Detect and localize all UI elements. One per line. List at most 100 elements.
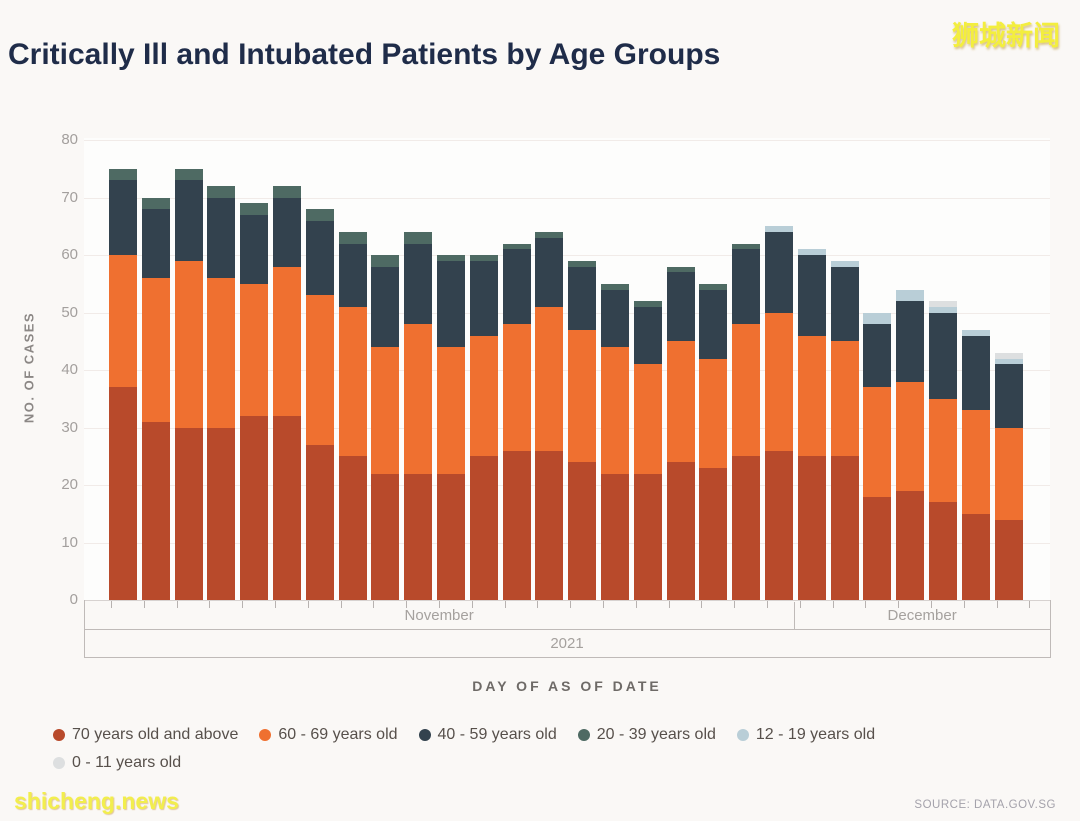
bar-day-20[interactable] bbox=[732, 140, 761, 600]
bar-day-5[interactable] bbox=[240, 140, 269, 600]
bar-segment-70-years-old-and-above[interactable] bbox=[765, 450, 793, 600]
bar-segment-20---39-years-old[interactable] bbox=[338, 232, 367, 244]
bar-segment-60---69-years-old[interactable] bbox=[732, 324, 761, 457]
bar-segment-70-years-old-and-above[interactable] bbox=[863, 496, 892, 600]
bar-segment-40---59-years-old[interactable] bbox=[502, 249, 531, 324]
bar-segment-0---11-years-old[interactable] bbox=[994, 352, 1023, 359]
bar-segment-70-years-old-and-above[interactable] bbox=[633, 473, 662, 600]
bar-day-19[interactable] bbox=[699, 140, 728, 600]
bar-day-27[interactable] bbox=[961, 140, 990, 600]
bar-segment-12---19-years-old[interactable] bbox=[830, 260, 859, 267]
bar-segment-60---69-years-old[interactable] bbox=[404, 324, 433, 474]
bar-segment-70-years-old-and-above[interactable] bbox=[174, 427, 203, 600]
bar-day-23[interactable] bbox=[830, 140, 859, 600]
bar-segment-70-years-old-and-above[interactable] bbox=[797, 456, 826, 600]
bar-segment-60---69-years-old[interactable] bbox=[765, 312, 793, 451]
bar-day-24[interactable] bbox=[863, 140, 892, 600]
bar-segment-70-years-old-and-above[interactable] bbox=[732, 456, 761, 600]
bar-segment-40---59-years-old[interactable] bbox=[666, 272, 695, 342]
bar-segment-0---11-years-old[interactable] bbox=[929, 301, 957, 307]
bar-segment-70-years-old-and-above[interactable] bbox=[207, 427, 236, 600]
bar-segment-70-years-old-and-above[interactable] bbox=[109, 387, 137, 600]
bar-segment-40---59-years-old[interactable] bbox=[141, 209, 170, 278]
bar-day-10[interactable] bbox=[404, 140, 433, 600]
bar-day-9[interactable] bbox=[371, 140, 400, 600]
bar-segment-70-years-old-and-above[interactable] bbox=[699, 467, 728, 600]
bar-segment-70-years-old-and-above[interactable] bbox=[273, 416, 301, 600]
bar-segment-20---39-years-old[interactable] bbox=[633, 301, 662, 307]
bar-segment-12---19-years-old[interactable] bbox=[994, 358, 1023, 365]
bar-segment-60---69-years-old[interactable] bbox=[207, 278, 236, 428]
bar-segment-20---39-years-old[interactable] bbox=[535, 232, 564, 238]
bar-segment-70-years-old-and-above[interactable] bbox=[404, 473, 433, 600]
bar-segment-70-years-old-and-above[interactable] bbox=[896, 490, 925, 600]
bar-segment-40---59-years-old[interactable] bbox=[240, 214, 269, 284]
bar-day-2[interactable] bbox=[141, 140, 170, 600]
bar-day-11[interactable] bbox=[437, 140, 465, 600]
bar-segment-70-years-old-and-above[interactable] bbox=[502, 450, 531, 600]
legend-item-20---39-years-old[interactable]: 20 - 39 years old bbox=[577, 726, 716, 744]
bar-segment-60---69-years-old[interactable] bbox=[961, 410, 990, 514]
bar-segment-70-years-old-and-above[interactable] bbox=[371, 473, 400, 600]
bar-segment-20---39-years-old[interactable] bbox=[240, 203, 269, 215]
bar-day-16[interactable] bbox=[601, 140, 629, 600]
bar-segment-60---69-years-old[interactable] bbox=[535, 306, 564, 451]
bar-segment-20---39-years-old[interactable] bbox=[601, 283, 629, 290]
bar-segment-20---39-years-old[interactable] bbox=[141, 197, 170, 209]
bar-segment-60---69-years-old[interactable] bbox=[896, 381, 925, 491]
bar-segment-60---69-years-old[interactable] bbox=[240, 283, 269, 416]
bar-segment-60---69-years-old[interactable] bbox=[994, 427, 1023, 520]
bar-segment-20---39-years-old[interactable] bbox=[666, 266, 695, 273]
bar-segment-20---39-years-old[interactable] bbox=[732, 243, 761, 250]
bar-segment-60---69-years-old[interactable] bbox=[338, 306, 367, 457]
bar-segment-20---39-years-old[interactable] bbox=[469, 255, 498, 261]
bar-day-3[interactable] bbox=[174, 140, 203, 600]
bar-day-6[interactable] bbox=[273, 140, 301, 600]
bar-segment-20---39-years-old[interactable] bbox=[502, 243, 531, 250]
bar-segment-40---59-years-old[interactable] bbox=[863, 324, 892, 388]
bar-segment-20---39-years-old[interactable] bbox=[404, 232, 433, 244]
bar-segment-40---59-years-old[interactable] bbox=[535, 237, 564, 307]
bar-day-15[interactable] bbox=[568, 140, 597, 600]
bar-day-21[interactable] bbox=[765, 140, 793, 600]
bar-segment-70-years-old-and-above[interactable] bbox=[666, 462, 695, 600]
bar-segment-20---39-years-old[interactable] bbox=[568, 260, 597, 267]
bar-segment-70-years-old-and-above[interactable] bbox=[305, 444, 334, 600]
bar-day-17[interactable] bbox=[633, 140, 662, 600]
bar-day-25[interactable] bbox=[896, 140, 925, 600]
bar-segment-40---59-years-old[interactable] bbox=[732, 249, 761, 324]
bar-segment-60---69-years-old[interactable] bbox=[502, 324, 531, 451]
bar-segment-40---59-years-old[interactable] bbox=[601, 289, 629, 347]
bar-day-13[interactable] bbox=[502, 140, 531, 600]
bar-segment-40---59-years-old[interactable] bbox=[338, 243, 367, 307]
bar-segment-60---69-years-old[interactable] bbox=[863, 387, 892, 497]
bar-segment-12---19-years-old[interactable] bbox=[961, 329, 990, 336]
bar-segment-60---69-years-old[interactable] bbox=[469, 335, 498, 457]
legend-item-0---11-years-old[interactable]: 0 - 11 years old bbox=[53, 754, 181, 772]
bar-segment-20---39-years-old[interactable] bbox=[207, 186, 236, 198]
bar-day-26[interactable] bbox=[929, 140, 957, 600]
bar-segment-60---69-years-old[interactable] bbox=[633, 364, 662, 474]
bar-segment-40---59-years-old[interactable] bbox=[765, 232, 793, 313]
bar-segment-40---59-years-old[interactable] bbox=[469, 260, 498, 336]
bar-day-4[interactable] bbox=[207, 140, 236, 600]
bar-day-18[interactable] bbox=[666, 140, 695, 600]
bar-segment-12---19-years-old[interactable] bbox=[797, 249, 826, 255]
bar-segment-20---39-years-old[interactable] bbox=[437, 255, 465, 261]
bar-segment-20---39-years-old[interactable] bbox=[371, 255, 400, 267]
bar-segment-60---69-years-old[interactable] bbox=[371, 347, 400, 474]
legend-item-60---69-years-old[interactable]: 60 - 69 years old bbox=[259, 726, 398, 744]
bar-day-22[interactable] bbox=[797, 140, 826, 600]
bar-segment-12---19-years-old[interactable] bbox=[863, 312, 892, 324]
bar-day-1[interactable] bbox=[109, 140, 137, 600]
bar-segment-60---69-years-old[interactable] bbox=[601, 347, 629, 474]
bar-segment-60---69-years-old[interactable] bbox=[109, 255, 137, 388]
bar-segment-20---39-years-old[interactable] bbox=[174, 168, 203, 181]
bar-segment-40---59-years-old[interactable] bbox=[797, 255, 826, 336]
bar-segment-60---69-years-old[interactable] bbox=[929, 398, 957, 503]
bar-segment-40---59-years-old[interactable] bbox=[830, 266, 859, 342]
bar-segment-40---59-years-old[interactable] bbox=[109, 180, 137, 255]
bar-segment-70-years-old-and-above[interactable] bbox=[929, 502, 957, 600]
bar-segment-40---59-years-old[interactable] bbox=[404, 243, 433, 324]
bar-segment-60---69-years-old[interactable] bbox=[666, 341, 695, 462]
